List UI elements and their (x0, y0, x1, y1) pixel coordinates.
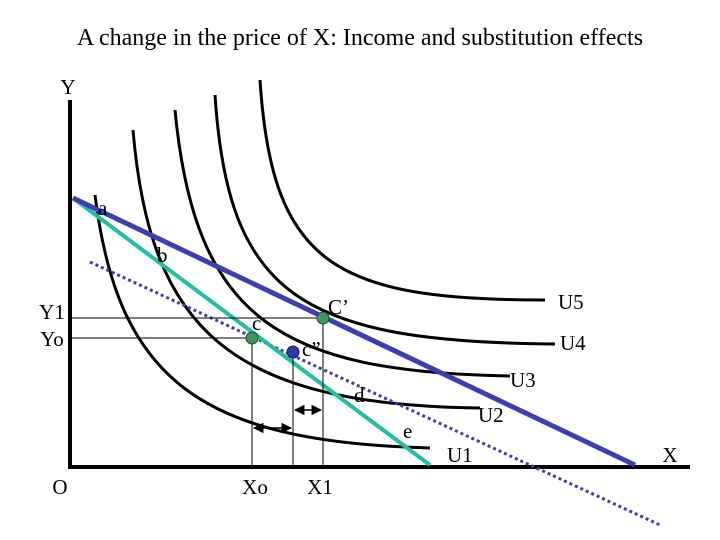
x-label: X1 (307, 475, 333, 499)
x-axis-label: X (662, 443, 677, 467)
point-label: c” (302, 337, 321, 361)
point (316, 311, 330, 325)
indifference-curve (258, 79, 546, 302)
point (245, 331, 259, 345)
curve-label: U5 (558, 290, 584, 314)
point-label: c (252, 311, 261, 335)
point-label: b (157, 243, 168, 267)
curve-label: U1 (447, 443, 473, 467)
title: A change in the price of X: Income and s… (77, 25, 643, 51)
budget-line-new (71, 195, 637, 468)
curve-label: U2 (478, 403, 504, 427)
curve-label: U4 (560, 331, 586, 355)
budget-line-compensated (89, 260, 661, 527)
indifference-curve (173, 109, 511, 378)
indifference-curve (213, 94, 556, 346)
point (286, 345, 300, 359)
point-label: C’ (328, 295, 349, 319)
indifference-curve (93, 194, 431, 450)
budget-line-original (71, 196, 432, 467)
y-axis-label: Y (60, 75, 75, 99)
y-label: Y1 (39, 300, 65, 324)
curve-label: U3 (510, 368, 536, 392)
point-label: d (354, 383, 365, 407)
origin-label: O (52, 475, 67, 499)
point-label: e (403, 419, 412, 443)
indifference-curve (131, 129, 481, 410)
point-label: a (98, 196, 108, 220)
x-label: Xo (242, 475, 268, 499)
y-label: Yo (40, 327, 64, 351)
